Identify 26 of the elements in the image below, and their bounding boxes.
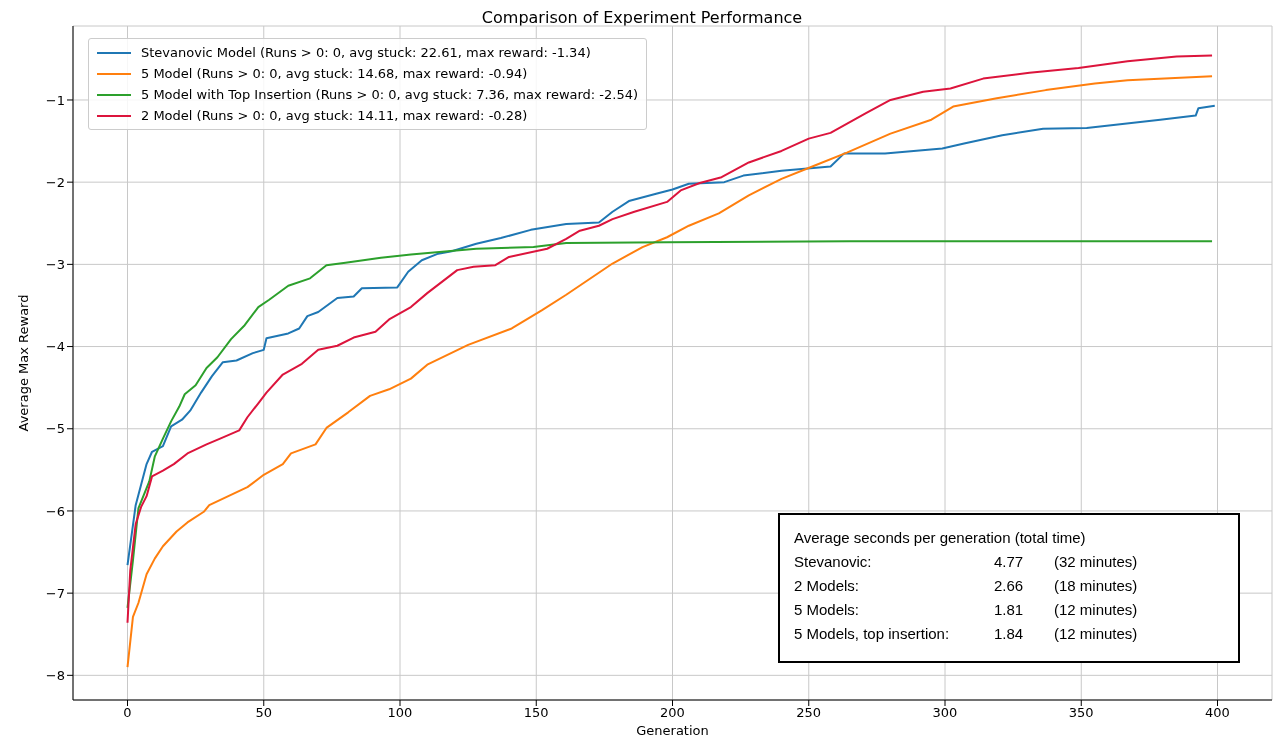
y-tick-label: −4 — [45, 339, 65, 355]
legend-label: 5 Model (Runs > 0: 0, avg stuck: 14.68, max reward: -0.94) — [141, 66, 528, 81]
x-tick-label: 100 — [387, 705, 413, 721]
y-tick-label: −3 — [45, 256, 65, 272]
legend-label: 5 Model with Top Insertion (Runs > 0: 0, avg stuck: 7.36, max reward: -2.54) — [141, 87, 639, 102]
y-tick-label: −7 — [45, 585, 65, 601]
x-axis-title: Generation — [636, 723, 709, 738]
x-tick-label: 50 — [255, 705, 273, 721]
legend-label: 2 Model (Runs > 0: 0, avg stuck: 14.11, max reward: -0.28) — [141, 108, 528, 123]
legend-label: Stevanovic Model (Runs > 0: 0, avg stuck: 22.61, max reward: -1.34) — [141, 45, 591, 60]
y-axis-title: Average Max Reward — [15, 294, 31, 432]
y-tick-label: −2 — [45, 174, 65, 190]
x-tick-label: 350 — [1068, 705, 1094, 721]
x-tick-label: 0 — [123, 705, 132, 721]
annotation: Average seconds per generation (total time) — [794, 529, 1087, 548]
x-tick-label: 200 — [660, 705, 685, 721]
x-tick-label: 250 — [796, 705, 822, 721]
y-tick-label: −6 — [45, 503, 65, 519]
y-tick-label: −5 — [45, 421, 65, 437]
note-box: Average seconds per generation (total time) Stevanovic: 4.77 (32 minutes) 2 Models: 2.66 (18 minutes) 5 Models: 1.81 (12 minutes) 5 Models, top insertion: 1.84 (12 minutes) — [778, 513, 1240, 663]
x-tick-label: 300 — [932, 705, 958, 721]
x-tick-label: 400 — [1205, 705, 1230, 721]
y-tick-label: −8 — [45, 667, 65, 683]
x-tick-label: 150 — [523, 705, 549, 721]
chart-title: Comparison of Experiment Performance — [480, 8, 804, 27]
y-tick-label: −1 — [45, 92, 65, 108]
